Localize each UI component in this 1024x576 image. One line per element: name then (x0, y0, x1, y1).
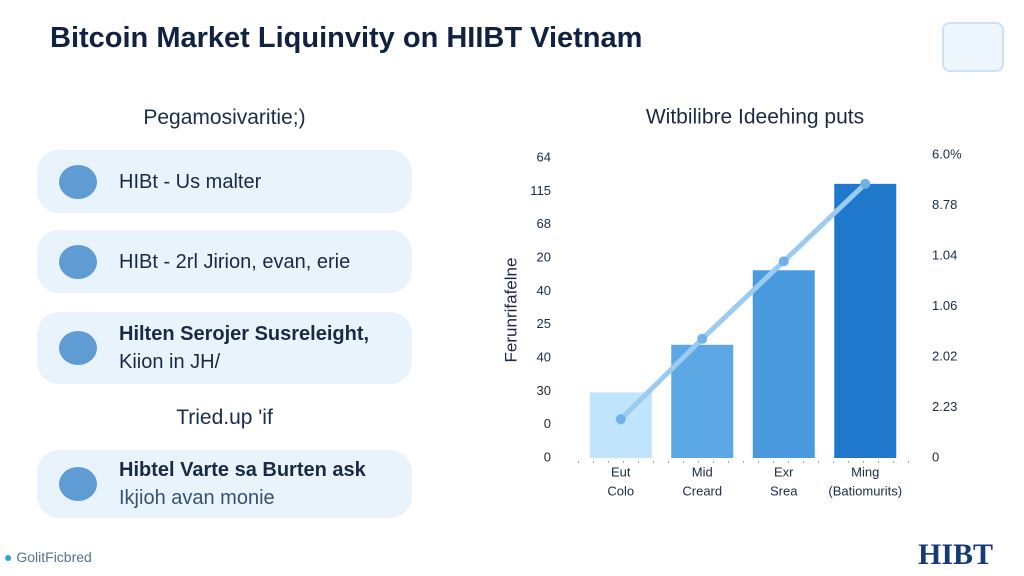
left-axis-label: 30 (537, 383, 551, 398)
left-axis-label: 20 (537, 249, 551, 264)
left-axis-label: 0 (544, 449, 551, 464)
card-text: Hibtel Varte sa Burten ask (119, 459, 366, 481)
left-axis-label: 115 (530, 183, 551, 198)
left-axis-label: 0 (544, 416, 551, 431)
right-axis-label: 0 (932, 449, 939, 464)
left-axis-label: 40 (537, 349, 551, 364)
x-tick-label: Colo (607, 483, 634, 498)
trend-line (618, 181, 868, 422)
left-axis-label: 68 (537, 216, 551, 231)
card-icon (59, 164, 97, 199)
logo-icon (942, 22, 1004, 72)
card: Hilten Serojer Susreleight, Kiion in JH/ (37, 312, 412, 384)
footer-left: ● GolitFicbred (4, 549, 92, 565)
section-heading: Pegamosivaritie;) (143, 106, 306, 129)
x-tick-label: Creard (682, 483, 722, 498)
section-subheading: Tried.up 'if (176, 406, 273, 429)
chart-title: Witbilibre Ideehing puts (646, 106, 864, 129)
right-axis-label: 8.78 (932, 197, 957, 212)
trend-point (860, 178, 871, 189)
card-text: Kiion in JH/ (119, 351, 221, 373)
x-tick-label: Exr (774, 464, 794, 479)
bar (671, 344, 734, 458)
right-axis-label: 2.02 (932, 348, 957, 363)
right-axis-label: 6.0% (932, 146, 962, 161)
x-tick-label: Ming (851, 464, 879, 479)
card-text: HIBt - 2rl Jirion, evan, erie (119, 250, 351, 273)
left-axis-label: 64 (537, 149, 551, 164)
bar (834, 183, 897, 458)
right-axis-label: 2.23 (932, 399, 957, 414)
page-title: Bitcoin Market Liquinvity on HIIBT Vietn… (50, 22, 643, 54)
x-tick-label: Srea (770, 483, 798, 498)
card-icon (59, 467, 97, 501)
trend-point (778, 256, 789, 267)
card-icon (59, 244, 97, 279)
card: HIBt - Us malter (37, 150, 412, 213)
bar (589, 392, 652, 458)
bar (752, 270, 815, 458)
left-axis-label: 40 (537, 283, 551, 298)
x-tick-label: Eut (611, 464, 631, 479)
card: HIBt - 2rl Jirion, evan, erie (37, 230, 412, 293)
card-text: Hilten Serojer Susreleight, (119, 323, 370, 345)
x-tick-label: Mid (692, 464, 713, 479)
left-axis-label: 25 (537, 316, 551, 331)
card-icon (59, 331, 97, 365)
card-text: HIBt - Us malter (119, 170, 262, 193)
card-text: Ikjioh avan monie (119, 487, 275, 509)
footer-logo: HIBT (918, 538, 994, 571)
trend-point (697, 333, 708, 344)
card: Hibtel Varte sa Burten ask Ikjioh avan mo… (37, 450, 412, 518)
right-axis-label: 1.06 (932, 298, 957, 313)
y-axis-label: Ferunrifafelne (501, 258, 520, 363)
trend-point (615, 414, 626, 425)
footer-text: GolitFicbred (16, 549, 92, 565)
right-axis-label: 1.04 (932, 247, 957, 262)
x-tick-label: (Batiomurits) (828, 483, 902, 498)
